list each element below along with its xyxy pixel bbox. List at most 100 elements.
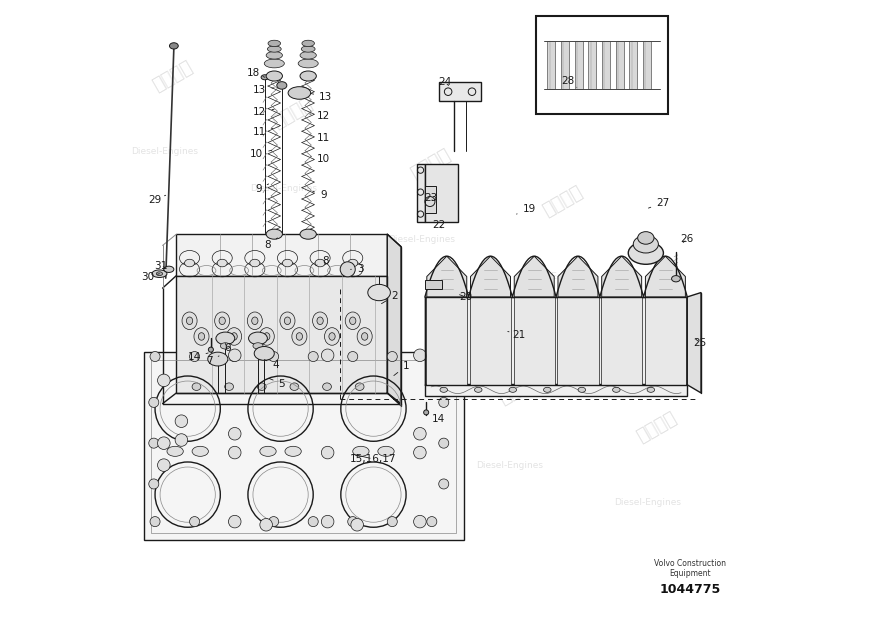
Text: 25: 25 — [693, 338, 707, 348]
Text: 10: 10 — [311, 154, 330, 164]
Ellipse shape — [509, 387, 516, 392]
Ellipse shape — [302, 46, 315, 52]
Ellipse shape — [647, 387, 655, 392]
Ellipse shape — [637, 231, 654, 244]
Ellipse shape — [321, 515, 334, 528]
Ellipse shape — [169, 43, 178, 49]
Ellipse shape — [300, 52, 316, 59]
Ellipse shape — [474, 387, 482, 392]
Text: 14: 14 — [187, 352, 208, 362]
Text: 紫发动力: 紫发动力 — [270, 95, 316, 132]
Ellipse shape — [219, 317, 225, 325]
Ellipse shape — [261, 75, 269, 80]
Ellipse shape — [229, 447, 241, 459]
Ellipse shape — [190, 516, 199, 526]
Ellipse shape — [229, 428, 241, 440]
Ellipse shape — [268, 40, 280, 47]
Bar — [616, 41, 624, 89]
Ellipse shape — [315, 259, 325, 267]
Text: 紫发动力: 紫发动力 — [539, 183, 586, 220]
Ellipse shape — [198, 333, 205, 340]
Polygon shape — [470, 297, 511, 385]
Ellipse shape — [227, 328, 242, 345]
Text: 30: 30 — [142, 272, 159, 282]
Text: 9: 9 — [255, 184, 269, 194]
Ellipse shape — [257, 383, 266, 391]
Text: Diesel-Engines: Diesel-Engines — [521, 272, 587, 281]
Polygon shape — [425, 186, 435, 213]
Ellipse shape — [252, 317, 258, 325]
Ellipse shape — [184, 259, 195, 267]
Polygon shape — [645, 256, 685, 297]
Ellipse shape — [424, 410, 429, 415]
Text: 13: 13 — [254, 86, 274, 96]
Ellipse shape — [321, 447, 334, 459]
Text: Volvo Construction
Equipment: Volvo Construction Equipment — [654, 559, 725, 579]
Text: 18: 18 — [247, 68, 265, 78]
Ellipse shape — [167, 447, 183, 457]
Ellipse shape — [280, 312, 295, 330]
Ellipse shape — [439, 438, 449, 448]
Bar — [588, 41, 596, 89]
Ellipse shape — [260, 447, 276, 457]
Text: 27: 27 — [649, 198, 669, 208]
Ellipse shape — [231, 333, 238, 340]
Text: Diesel-Engines: Diesel-Engines — [338, 423, 405, 432]
Text: 24: 24 — [439, 77, 451, 87]
Text: 3: 3 — [351, 264, 364, 274]
Ellipse shape — [259, 328, 274, 345]
Ellipse shape — [149, 398, 158, 408]
Ellipse shape — [266, 71, 282, 81]
Ellipse shape — [544, 387, 551, 392]
Ellipse shape — [378, 447, 394, 457]
Ellipse shape — [312, 312, 328, 330]
Bar — [144, 352, 464, 540]
Text: 10: 10 — [250, 150, 271, 160]
Polygon shape — [601, 297, 643, 385]
Ellipse shape — [427, 352, 437, 362]
Ellipse shape — [263, 333, 270, 340]
Polygon shape — [387, 234, 401, 406]
Text: 22: 22 — [433, 220, 445, 230]
Ellipse shape — [266, 229, 282, 239]
Polygon shape — [439, 82, 481, 101]
Ellipse shape — [321, 349, 334, 362]
Text: 6: 6 — [224, 343, 231, 353]
Bar — [547, 41, 555, 89]
Ellipse shape — [340, 262, 355, 277]
Ellipse shape — [158, 374, 170, 387]
Ellipse shape — [351, 518, 363, 531]
Polygon shape — [425, 164, 457, 221]
Text: 紫发动力: 紫发动力 — [408, 145, 454, 182]
Ellipse shape — [439, 398, 449, 408]
Bar — [151, 360, 457, 533]
Text: 26: 26 — [681, 234, 694, 244]
Ellipse shape — [192, 383, 201, 391]
Polygon shape — [471, 256, 511, 297]
Text: 20: 20 — [459, 292, 473, 302]
Bar — [561, 41, 569, 89]
Text: 13: 13 — [311, 92, 332, 102]
Text: Diesel-Engines: Diesel-Engines — [476, 460, 544, 470]
Text: 12: 12 — [254, 108, 274, 118]
Ellipse shape — [229, 516, 239, 526]
Ellipse shape — [296, 333, 303, 340]
Text: 4: 4 — [264, 360, 279, 370]
Ellipse shape — [322, 383, 331, 391]
Text: 紫发动力: 紫发动力 — [194, 296, 240, 333]
Ellipse shape — [208, 347, 214, 352]
Ellipse shape — [269, 516, 279, 526]
Text: 19: 19 — [516, 204, 536, 214]
Ellipse shape — [175, 415, 188, 428]
Ellipse shape — [253, 343, 263, 349]
Text: 紫发动力: 紫发动力 — [150, 57, 197, 94]
Text: Diesel-Engines: Diesel-Engines — [175, 386, 242, 394]
Polygon shape — [426, 297, 467, 385]
Text: 11: 11 — [311, 133, 330, 143]
Text: 紫发动力: 紫发动力 — [495, 371, 541, 408]
Ellipse shape — [348, 352, 358, 362]
Ellipse shape — [288, 87, 311, 99]
Ellipse shape — [427, 516, 437, 526]
Text: 15,16,17: 15,16,17 — [350, 454, 396, 464]
Ellipse shape — [634, 235, 659, 253]
